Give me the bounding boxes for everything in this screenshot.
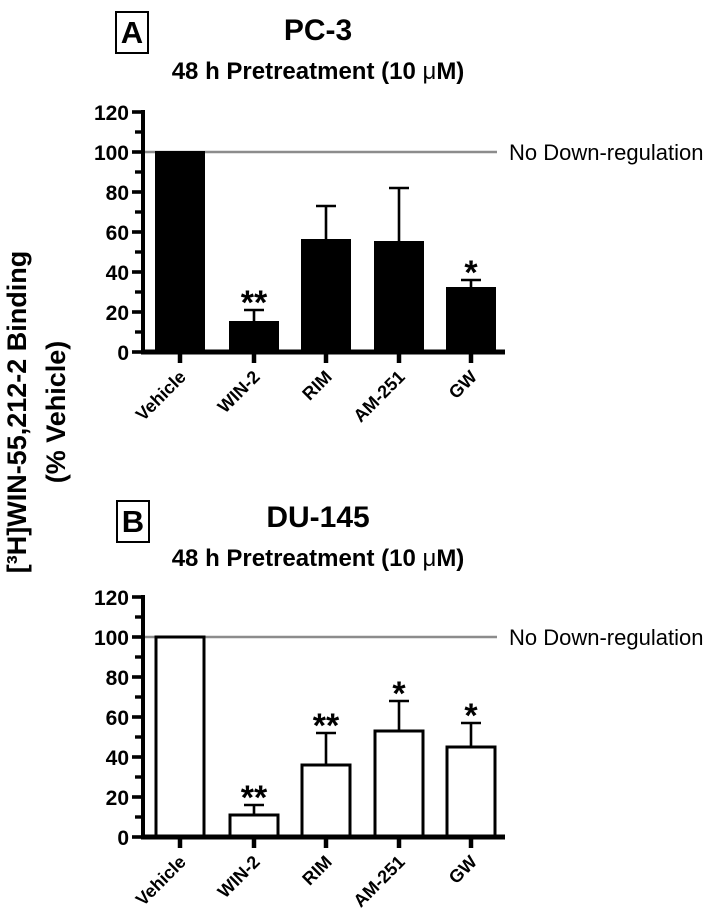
x-tick-label: GW: [445, 367, 481, 403]
y-tick-label: 120: [94, 587, 129, 610]
bar-am-251: [373, 729, 425, 839]
bar-gw: [446, 287, 496, 353]
panel-b-subtitle-prefix: 48 h Pretreatment (10: [171, 545, 423, 572]
x-tick-label: AM-251: [349, 852, 408, 911]
y-tick-label: 20: [106, 787, 129, 810]
reference-line-label: No Down-regulation: [509, 140, 703, 165]
significance-marker: **: [313, 707, 340, 745]
x-tick-label: RIM: [298, 367, 335, 404]
y-tick-label: 0: [117, 342, 129, 365]
panel-a-chart: No Down-regulation***020406080100120Vehi…: [94, 102, 703, 426]
panel-b-chart: No Down-regulation******020406080100120V…: [94, 587, 703, 911]
y-tick-label: 80: [106, 182, 129, 205]
bar-rim: [301, 239, 351, 353]
significance-marker: **: [241, 284, 268, 322]
panel-a-subtitle: 48 h Pretreatment (10 μM): [135, 58, 501, 86]
x-tick-label: Vehicle: [132, 852, 190, 910]
significance-marker: *: [464, 254, 478, 292]
bar-vehicle: [155, 151, 205, 353]
y-tick-label: 120: [94, 102, 129, 125]
y-tick-label: 80: [106, 667, 129, 690]
y-tick-label: 60: [106, 222, 129, 245]
y-tick-label: 60: [106, 707, 129, 730]
significance-marker: *: [464, 697, 478, 735]
mu-symbol: μ: [422, 58, 437, 85]
y-tick-label: 40: [106, 747, 129, 770]
x-tick-label: Vehicle: [132, 367, 190, 425]
y-tick-label: 20: [106, 302, 129, 325]
x-tick-label: RIM: [298, 852, 335, 889]
x-tick-label: GW: [445, 852, 481, 888]
x-tick-label: WIN-2: [214, 852, 264, 902]
significance-marker: **: [241, 779, 268, 817]
reference-line-label: No Down-regulation: [509, 625, 703, 650]
bar-gw: [445, 745, 497, 839]
panel-b-subtitle-suffix: M): [436, 545, 465, 572]
x-tick-label: AM-251: [349, 367, 408, 426]
bar-am-251: [374, 241, 424, 353]
panel-a-title: PC-3: [283, 14, 353, 47]
panel-b-title: DU-145: [266, 501, 370, 534]
x-tick-label: WIN-2: [214, 367, 264, 417]
y-tick-label: 100: [94, 627, 129, 650]
y-tick-label: 100: [94, 142, 129, 165]
significance-marker: *: [392, 675, 406, 713]
panel-a-subtitle-suffix: M): [436, 58, 465, 85]
y-tick-label: 0: [117, 827, 129, 850]
mu-symbol: μ: [422, 545, 437, 572]
panel-a-letter: A: [115, 11, 149, 54]
bar-rim: [300, 763, 352, 839]
panel-b-letter: B: [116, 500, 150, 543]
panel-b-subtitle: 48 h Pretreatment (10 μM): [135, 545, 501, 573]
bar-vehicle: [154, 635, 206, 839]
panel-a-subtitle-prefix: 48 h Pretreatment (10: [171, 58, 423, 85]
bar-win-2: [228, 813, 280, 839]
bar-win-2: [229, 321, 279, 353]
y-tick-label: 40: [106, 262, 129, 285]
